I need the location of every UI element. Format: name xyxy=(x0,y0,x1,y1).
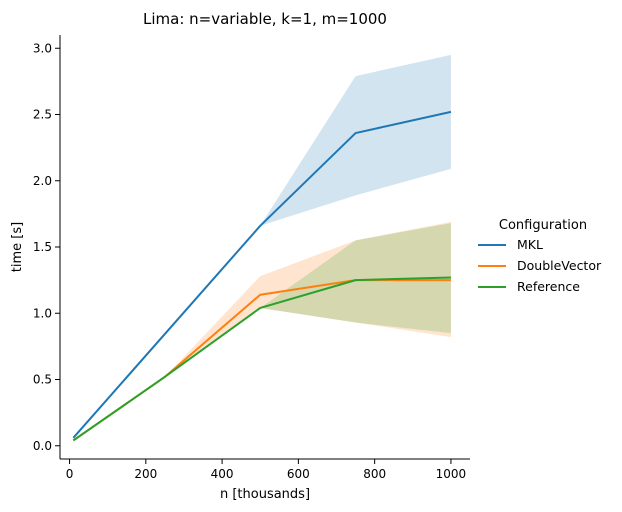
x-tick-label: 0 xyxy=(66,467,74,481)
legend-label-doublevector: DoubleVector xyxy=(517,258,602,273)
x-tick-label: 200 xyxy=(134,467,157,481)
legend-title: Configuration xyxy=(499,218,587,233)
series-line-mkl xyxy=(72,110,452,439)
y-ticks: 0.0 0.5 1.0 1.5 2.0 2.5 3.0 xyxy=(33,41,60,453)
confidence-band-doublevector xyxy=(73,221,451,441)
x-ticks: 0 200 400 600 800 1000 xyxy=(66,459,466,481)
x-tick-label: 600 xyxy=(287,467,310,481)
confidence-bands xyxy=(73,54,451,441)
y-tick-label: 0.0 xyxy=(33,439,52,453)
x-tick-label: 1000 xyxy=(436,467,467,481)
y-axis-label: time [s] xyxy=(10,222,25,272)
y-tick-label: 0.5 xyxy=(33,373,52,387)
y-tick-label: 2.5 xyxy=(33,108,52,122)
confidence-band-mkl xyxy=(73,54,451,440)
y-tick-label: 1.5 xyxy=(33,240,52,254)
y-tick-label: 3.0 xyxy=(33,41,52,55)
x-tick-label: 400 xyxy=(211,467,234,481)
y-tick-label: 2.0 xyxy=(33,174,52,188)
legend-label-reference: Reference xyxy=(517,279,580,294)
series-lines xyxy=(72,110,452,442)
x-axis-label: n [thousands] xyxy=(220,487,310,502)
chart-title: Lima: n=variable, k=1, m=1000 xyxy=(143,10,387,28)
y-tick-label: 1.0 xyxy=(33,306,52,320)
legend: Configuration MKL DoubleVector Reference xyxy=(478,218,602,294)
series-line-reference xyxy=(72,276,451,442)
legend-label-mkl: MKL xyxy=(517,237,543,252)
x-tick-label: 800 xyxy=(363,467,386,481)
confidence-band-reference xyxy=(73,223,451,441)
